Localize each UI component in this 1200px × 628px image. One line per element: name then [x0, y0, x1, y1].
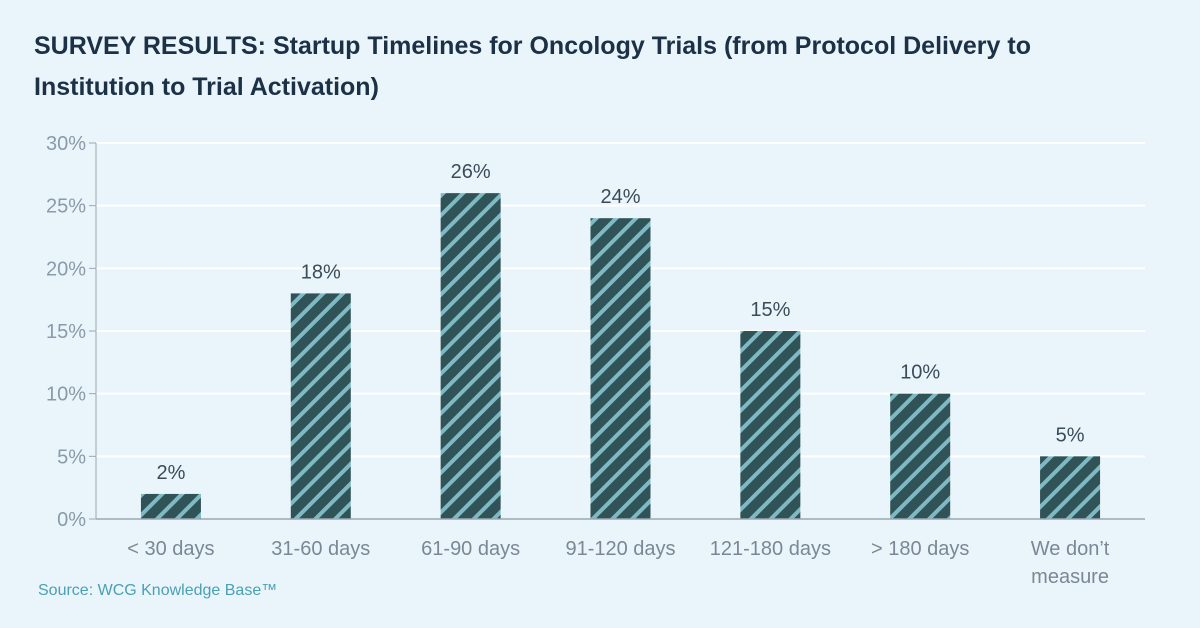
bar [140, 493, 201, 519]
bar [1040, 456, 1101, 519]
bar-value-label: 2% [156, 462, 185, 484]
x-category-label: 61-90 days [421, 538, 520, 560]
bar-value-label: 24% [600, 186, 640, 208]
bar-value-label: 10% [900, 362, 940, 384]
x-category-label: measure [1031, 566, 1109, 588]
x-category-label: 31-60 days [271, 538, 370, 560]
y-tick-label: 30% [46, 133, 86, 155]
bars [140, 193, 1101, 519]
bar [890, 393, 951, 519]
bar-value-label: 18% [301, 261, 341, 283]
y-tick-label: 0% [57, 509, 86, 531]
y-tick-label: 5% [57, 446, 86, 468]
y-tick-label: 15% [46, 321, 86, 343]
y-tick-label: 10% [46, 384, 86, 406]
bar [440, 193, 501, 519]
bar [590, 218, 651, 519]
x-category-label: 91-120 days [565, 538, 675, 560]
x-category-label: < 30 days [127, 538, 214, 560]
x-category-label: We don’t [1031, 538, 1110, 560]
bar [290, 293, 351, 519]
x-category-label: > 180 days [871, 538, 969, 560]
y-tick-label: 25% [46, 196, 86, 218]
x-axis: < 30 days 31-60 days 61-90 days 91-120 days… [96, 518, 1145, 588]
bar-value-label: 5% [1056, 424, 1085, 446]
chart-title: SURVEY RESULTS: Startup Timelines for On… [34, 32, 1031, 101]
data-labels: 2% 18% 26% 24% 15% 10% 5% [156, 161, 1084, 484]
y-axis: 0% 5% 10% 15% 20% 25% 30% [46, 133, 97, 531]
bar [740, 331, 801, 519]
source-note: Source: WCG Knowledge Base™ [38, 582, 278, 599]
bar-value-label: 26% [451, 161, 491, 183]
x-category-label: 121-180 days [710, 538, 831, 560]
y-tick-label: 20% [46, 258, 86, 280]
bar-value-label: 15% [750, 299, 790, 321]
